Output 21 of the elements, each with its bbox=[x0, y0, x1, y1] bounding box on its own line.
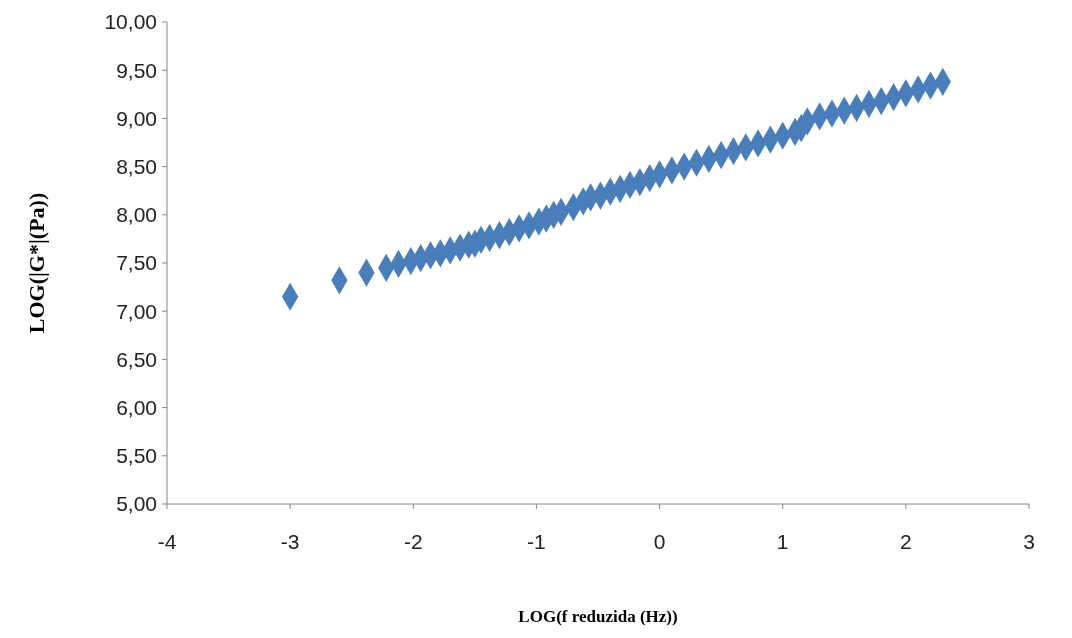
y-tick-label: 7,50 bbox=[116, 251, 157, 275]
x-tick-label: -2 bbox=[403, 530, 423, 553]
x-tick-label: 2 bbox=[900, 530, 912, 553]
y-tick-label: 5,00 bbox=[116, 492, 157, 516]
x-tick-label: 0 bbox=[653, 530, 666, 553]
y-tick-label: 8,00 bbox=[116, 203, 157, 227]
y-tick-label: 9,00 bbox=[116, 106, 157, 130]
y-tick-label: 5,50 bbox=[116, 444, 157, 468]
y-tick-label: 6,00 bbox=[116, 395, 157, 419]
x-tick-label: -4 bbox=[157, 530, 177, 553]
y-tick-label: 8,50 bbox=[116, 154, 157, 178]
y-tick-label: 6,50 bbox=[116, 347, 157, 371]
x-tick-label: 3 bbox=[1023, 530, 1035, 553]
x-axis-title: LOG(f reduzida (Hz)) bbox=[518, 607, 678, 626]
y-tick-label: 10,00 bbox=[104, 10, 157, 34]
y-axis-title: LOG(|G*|(Pa)) bbox=[24, 192, 49, 334]
x-tick-label: 1 bbox=[776, 530, 789, 553]
x-tick-label: -1 bbox=[527, 530, 546, 553]
x-tick-label: -3 bbox=[280, 530, 300, 553]
y-tick-label: 9,50 bbox=[116, 58, 157, 82]
y-tick-label: 7,00 bbox=[116, 299, 157, 323]
